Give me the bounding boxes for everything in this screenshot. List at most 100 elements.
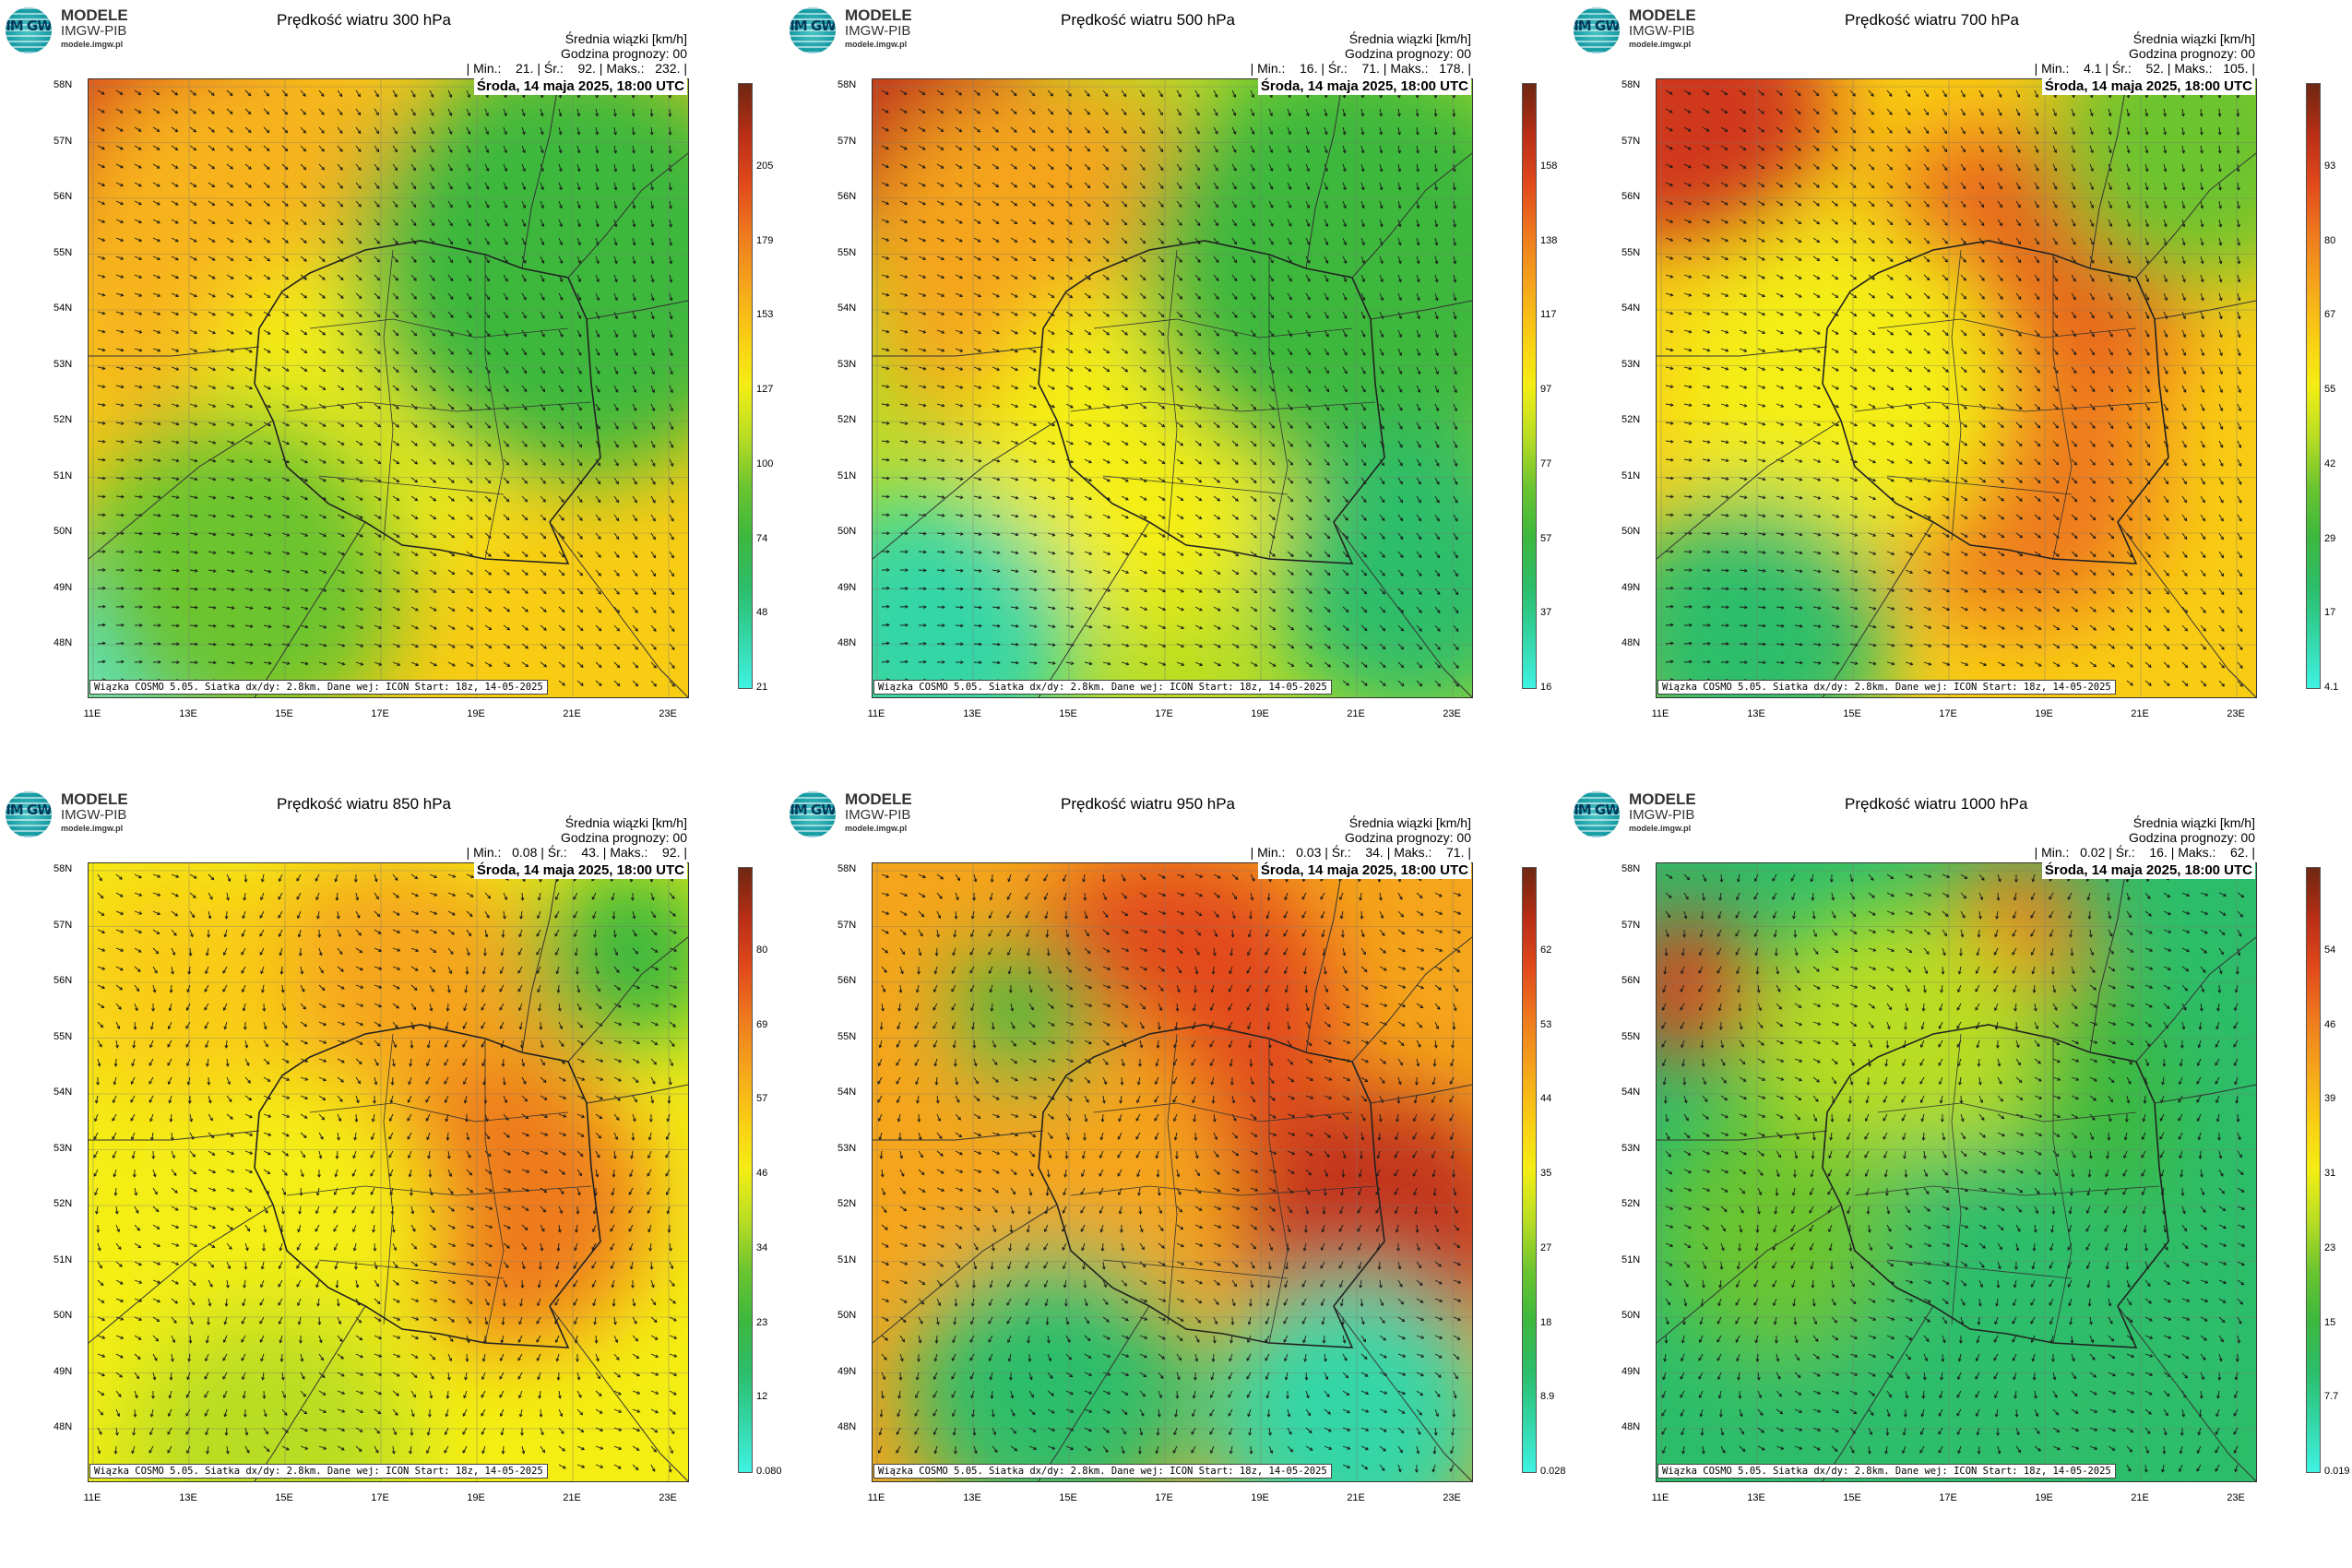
- wind-arrow-head: [248, 294, 253, 298]
- wind-arrow: [1434, 588, 1441, 595]
- wind-arrow: [355, 145, 362, 152]
- wind-arrow: [337, 495, 345, 501]
- wind-arrow-head: [249, 404, 254, 409]
- wind-arrow-head: [1088, 588, 1093, 592]
- wind-arrow: [503, 108, 507, 116]
- wind-arrow-head: [1798, 184, 1802, 188]
- wind-arrow-head: [1196, 185, 1201, 190]
- wind-arrow: [226, 385, 234, 389]
- wind-arrow: [1065, 588, 1074, 591]
- wind-arrow: [208, 588, 216, 590]
- wind-arrow-head: [505, 388, 509, 392]
- wind-arrow: [1665, 255, 1673, 260]
- wind-arrow-head: [375, 93, 379, 98]
- wind-arrow: [595, 606, 601, 613]
- wind-arrow-head: [1088, 624, 1093, 629]
- country-border: [567, 152, 688, 279]
- wind-arrow: [1084, 163, 1090, 171]
- wind-arrow: [1084, 145, 1090, 152]
- wind-arrow: [1213, 551, 1220, 556]
- wind-arrow: [134, 219, 142, 223]
- wind-arrow: [263, 163, 270, 170]
- wind-arrow-head: [433, 534, 437, 539]
- wind-arrow: [337, 89, 343, 97]
- wind-arrow-head: [1051, 331, 1055, 335]
- wind-arrow: [1831, 237, 1838, 244]
- wind-arrow: [1812, 108, 1820, 114]
- wind-arrow-head: [360, 533, 363, 538]
- wind-arrow-head: [613, 205, 618, 209]
- wind-arrow: [1794, 145, 1801, 151]
- wind-arrow: [318, 329, 326, 336]
- wind-arrow-head: [267, 294, 271, 298]
- wind-arrow: [1121, 588, 1129, 592]
- wind-arrow-head: [523, 278, 527, 282]
- wind-arrow-head: [2163, 131, 2168, 136]
- wind-arrow: [1047, 514, 1055, 518]
- wind-arrow-head: [194, 330, 198, 335]
- wind-arrow-head: [651, 334, 655, 339]
- wind-arrow: [244, 495, 253, 499]
- wind-arrow: [1886, 237, 1894, 244]
- wind-arrow-head: [1705, 91, 1710, 95]
- wind-arrow-head: [1943, 167, 1948, 172]
- wind-arrow-head: [615, 536, 620, 540]
- wind-arrow: [1886, 255, 1894, 262]
- wind-arrow-head: [486, 259, 490, 264]
- wind-arrow-head: [1307, 351, 1311, 356]
- wind-arrow: [1139, 182, 1146, 189]
- wind-arrow-head: [597, 462, 600, 467]
- wind-arrow-head: [487, 388, 491, 392]
- wind-arrow-head: [615, 517, 620, 522]
- wind-arrow-head: [1215, 204, 1218, 208]
- wind-arrow-head: [562, 664, 565, 668]
- wind-arrow-head: [632, 205, 636, 209]
- wind-arrow-head: [1125, 625, 1130, 629]
- wind-arrow-head: [561, 590, 565, 595]
- wind-arrow: [392, 108, 398, 116]
- wind-arrow: [1176, 163, 1182, 171]
- wind-arrow: [1158, 458, 1165, 464]
- wind-arrow-head: [432, 296, 435, 300]
- wind-arrow: [134, 108, 141, 113]
- wind-arrow: [521, 163, 526, 172]
- wind-arrow: [263, 274, 270, 279]
- wind-arrow: [171, 440, 179, 444]
- wind-arrow-head: [1381, 499, 1385, 504]
- wind-arrow-head: [2200, 149, 2204, 154]
- wind-arrow: [613, 292, 618, 301]
- wind-arrow: [1434, 366, 1439, 374]
- wind-arrow: [595, 385, 600, 393]
- wind-arrow: [318, 643, 327, 647]
- wind-arrow: [226, 219, 233, 224]
- wind-arrow: [392, 514, 400, 519]
- longitude-label: 17E: [1155, 708, 1173, 719]
- wind-arrow: [650, 422, 655, 430]
- wind-arrow: [374, 89, 379, 98]
- wind-arrow: [576, 366, 582, 374]
- wind-arrow: [540, 440, 546, 447]
- wind-arrow-head: [102, 641, 106, 646]
- wind-arrow: [1213, 624, 1221, 630]
- wind-arrow-head: [1088, 441, 1092, 445]
- wind-arrow: [576, 422, 582, 429]
- wind-arrow: [595, 329, 600, 338]
- wind-arrow: [1360, 274, 1365, 282]
- wind-arrow-head: [2163, 94, 2167, 99]
- wind-arrow-head: [1162, 644, 1167, 647]
- wind-arrow: [1434, 237, 1438, 245]
- wind-arrow-head: [1324, 205, 1328, 209]
- wind-arrow: [1905, 237, 1912, 244]
- wind-arrow-head: [2163, 186, 2168, 191]
- wind-arrow: [1305, 108, 1309, 116]
- wind-arrow-head: [469, 517, 473, 520]
- wind-arrow: [134, 292, 142, 297]
- wind-arrow: [226, 182, 233, 188]
- wind-arrow-head: [921, 91, 926, 95]
- wind-arrow: [899, 385, 908, 388]
- wind-arrow-head: [1834, 129, 1838, 134]
- wind-arrow-head: [1015, 441, 1019, 445]
- wind-arrow-head: [506, 572, 510, 576]
- wind-arrow-head: [1418, 481, 1421, 485]
- wind-arrow: [484, 255, 490, 264]
